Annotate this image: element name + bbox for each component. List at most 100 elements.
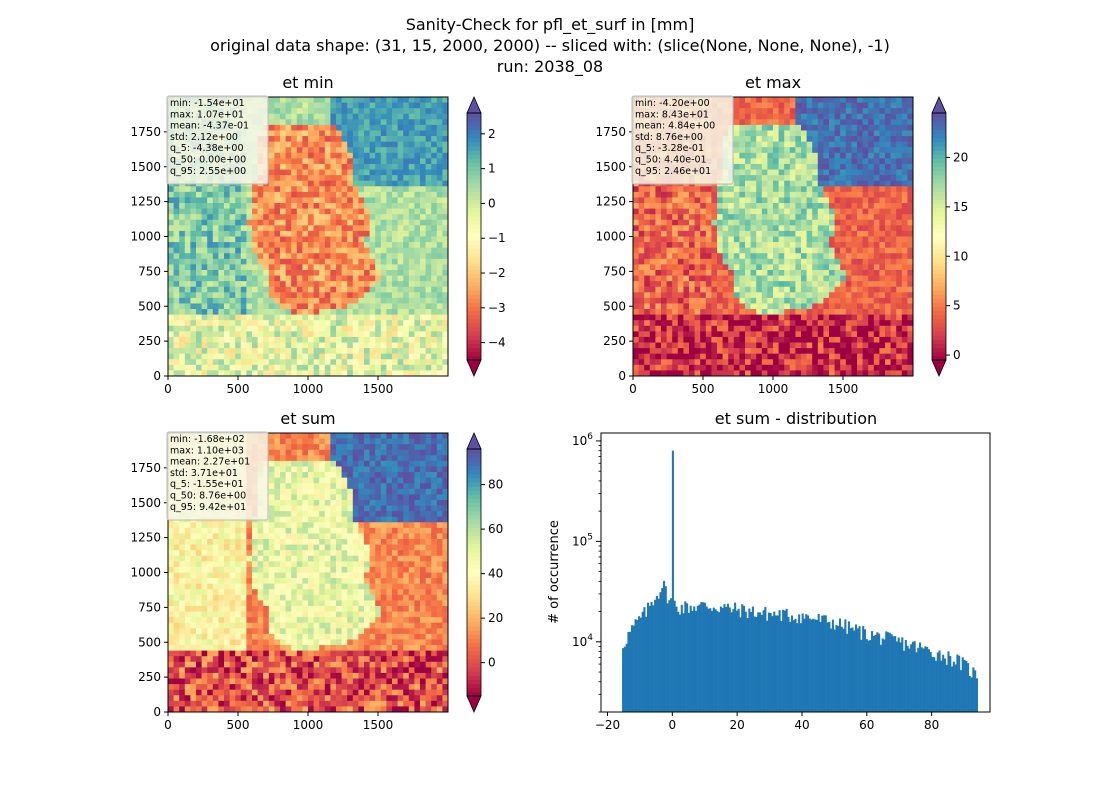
heatmap-cell [901, 175, 908, 182]
heatmap-cell [257, 370, 264, 376]
heatmap-cell [408, 175, 415, 182]
heatmap-cell [330, 97, 337, 103]
heatmap-cell [661, 247, 667, 254]
heatmap-cell [907, 214, 913, 221]
heatmap-cell [364, 281, 370, 288]
heatmap-cell [168, 353, 174, 360]
heatmap-cell [246, 348, 253, 355]
heatmap-cell [733, 353, 740, 360]
heatmap-cell [873, 331, 880, 338]
heatmap-cell [442, 119, 448, 126]
heatmap-cell [386, 136, 393, 143]
heatmap-cell [907, 353, 913, 360]
heatmap-cell [638, 331, 645, 338]
heatmap-cell [767, 309, 774, 316]
heatmap-cell [296, 208, 303, 215]
heatmap-cell [319, 175, 326, 182]
heatmap-cell [274, 236, 281, 243]
heatmap-cell [694, 275, 701, 282]
heatmap-cell [252, 286, 258, 293]
heatmap-cell [341, 314, 348, 321]
heatmap-cell [845, 342, 852, 349]
heatmap-cell [722, 208, 729, 215]
heatmap-cell [179, 269, 186, 276]
heatmap-cell [801, 113, 807, 120]
colorbar-band [467, 133, 481, 139]
heatmap-cell [901, 136, 908, 143]
heatmap-cell [789, 97, 796, 103]
heatmap-cell [739, 136, 746, 143]
heatmap-cell [689, 258, 695, 265]
heatmap-cell [761, 141, 768, 148]
heatmap-cell [347, 309, 354, 316]
heatmap-cell [829, 225, 835, 232]
heatmap-cell [252, 203, 258, 209]
heatmap-cell [190, 359, 197, 366]
heatmap-cell [184, 314, 191, 321]
heatmap-cell [179, 286, 186, 293]
heatmap-cell [873, 281, 880, 288]
heatmap-cell [324, 348, 331, 355]
heatmap-cell [862, 130, 869, 137]
heatmap-cell [885, 108, 891, 115]
heatmap-cell [789, 186, 796, 193]
heatmap-cell [375, 314, 382, 321]
heatmap-cell [184, 219, 191, 226]
heatmap-cell [879, 230, 886, 237]
heatmap-cell [425, 219, 432, 226]
heatmap-cell [644, 208, 651, 215]
heatmap-cell [890, 102, 897, 109]
heatmap-cell [745, 331, 751, 338]
heatmap-cell [638, 314, 645, 321]
heatmap-cell [829, 297, 835, 304]
heatmap-cell [689, 286, 695, 293]
heatmap-cell [834, 163, 841, 170]
panel-et-min: et min 0 500 1000 1500 02505007501000125015… [130, 73, 505, 396]
heatmap-cell [750, 136, 757, 143]
heatmap-cell [840, 242, 847, 249]
heatmap-cell [336, 292, 342, 299]
heatmap-cell [352, 297, 359, 304]
heatmap-cell [246, 225, 253, 232]
heatmap-cell [700, 264, 707, 271]
heatmap-cell [705, 320, 712, 327]
heatmap-cell [302, 286, 309, 293]
heatmap-cell [666, 219, 673, 226]
heatmap-cell [196, 364, 202, 371]
heatmap-cell [739, 102, 746, 109]
heatmap-cell [795, 297, 802, 304]
heatmap-cell [425, 242, 432, 249]
heatmap-cell [868, 119, 875, 126]
heatmap-cell [801, 230, 807, 237]
heatmap-cell [896, 136, 903, 143]
colorbar-band [467, 228, 481, 233]
heatmap-cell [750, 225, 757, 232]
heatmap-cell [739, 336, 746, 343]
heatmap-cell [901, 152, 908, 159]
heatmap-cell [638, 325, 645, 332]
heatmap-cell [442, 208, 448, 215]
heatmap-cell [773, 253, 779, 260]
heatmap-cell [358, 264, 365, 271]
heatmap-cell [784, 197, 791, 204]
heatmap-cell [817, 225, 824, 232]
heatmap-cell [901, 253, 908, 260]
heatmap-cell [431, 141, 438, 148]
heatmap-cell [285, 331, 292, 338]
heatmap-cell [285, 97, 292, 103]
heatmap-cell [694, 219, 701, 226]
heatmap-cell [862, 147, 869, 154]
heatmap-cell [700, 269, 707, 276]
heatmap-cell [291, 275, 298, 282]
heatmap-cell [649, 314, 656, 321]
heatmap-cell [761, 191, 768, 198]
heatmap-cell [823, 320, 830, 327]
heatmap-cell [644, 281, 651, 288]
heatmap-cell [677, 197, 684, 204]
heatmap-cell [812, 147, 819, 154]
heatmap-cell [330, 230, 337, 237]
heatmap-cell [330, 314, 337, 321]
heatmap-cell [745, 175, 751, 182]
heatmap-cell [268, 113, 275, 120]
heatmap-cell [801, 242, 807, 249]
